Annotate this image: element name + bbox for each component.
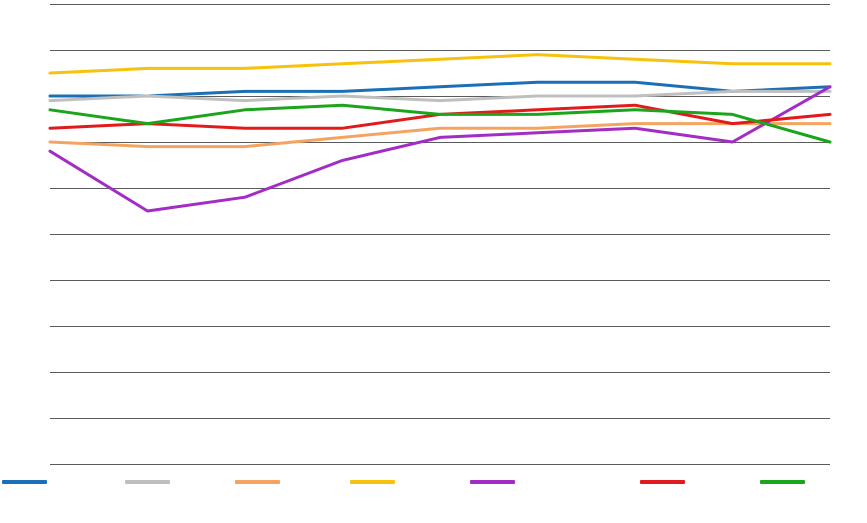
plot-area [50,4,830,464]
series-line-s4 [50,55,830,73]
series-line-s2 [50,91,830,100]
series-line-s3 [50,124,830,147]
line-chart [0,0,867,523]
legend-item-s2 [125,480,176,484]
legend-item-s1 [2,480,53,484]
series-line-s1 [50,82,830,96]
legend-swatch [760,480,805,484]
legend-swatch [640,480,685,484]
legend-item-s4 [350,480,401,484]
legend-item-s3 [235,480,286,484]
legend-swatch [350,480,395,484]
legend-swatch [470,480,515,484]
legend-item-s5 [470,480,521,484]
legend-swatch [125,480,170,484]
series-line-s5 [50,87,830,211]
legend-swatch [2,480,47,484]
legend-item-s7 [760,480,811,484]
lines-layer [50,4,830,464]
legend [0,480,867,520]
legend-item-s6 [640,480,691,484]
legend-swatch [235,480,280,484]
gridline [50,464,830,465]
